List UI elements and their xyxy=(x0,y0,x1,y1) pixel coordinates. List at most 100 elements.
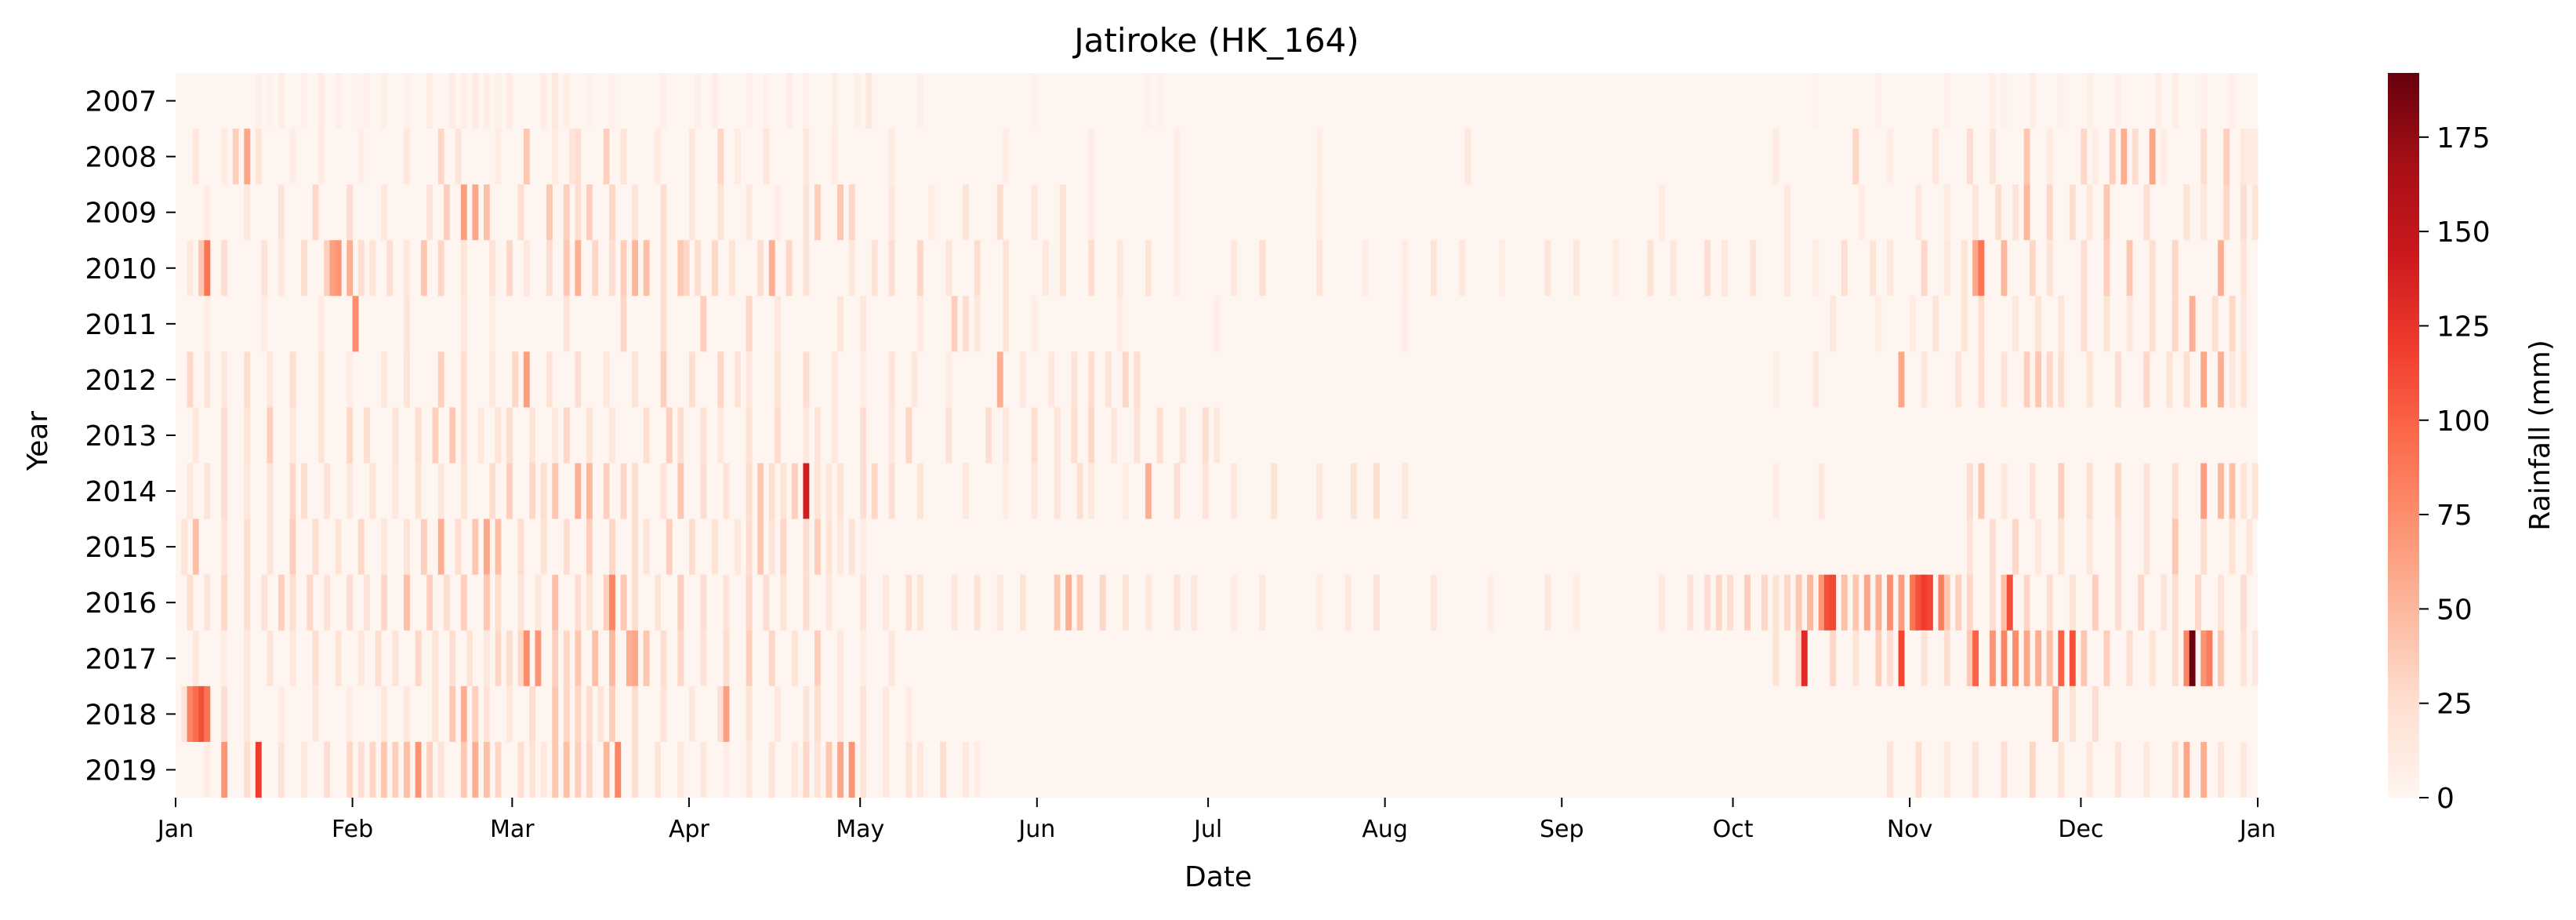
heatmap-cell xyxy=(324,741,331,798)
heatmap-cell xyxy=(2012,296,2019,352)
heatmap-cell xyxy=(996,574,1003,631)
heatmap-cell xyxy=(666,407,673,464)
heatmap-cell xyxy=(404,685,410,742)
heatmap-cell xyxy=(2240,296,2248,352)
heatmap-cell xyxy=(1573,574,1580,631)
heatmap-cell xyxy=(688,351,695,408)
heatmap-cell xyxy=(763,129,770,185)
heatmap-cell xyxy=(2161,574,2168,631)
heatmap-cell xyxy=(632,463,639,519)
heatmap-cell xyxy=(2143,184,2150,241)
heatmap-cell xyxy=(529,741,536,798)
heatmap-cell xyxy=(1704,240,1711,296)
heatmap-cell xyxy=(963,463,970,519)
heatmap-cell xyxy=(905,407,912,464)
heatmap-cell xyxy=(951,296,958,352)
y-tick-label: 2016 xyxy=(85,587,157,620)
heatmap-cell xyxy=(1972,184,1979,241)
heatmap-cell xyxy=(523,630,530,686)
heatmap-cell xyxy=(1351,463,1357,519)
heatmap-cell xyxy=(2035,296,2042,352)
heatmap-cell xyxy=(883,685,890,742)
heatmap-cell xyxy=(1910,574,1916,631)
heatmap-cell xyxy=(2058,296,2065,352)
heatmap-cell xyxy=(575,463,582,519)
heatmap-cell xyxy=(2200,741,2208,798)
heatmap-cell xyxy=(1134,407,1141,464)
heatmap-cell xyxy=(2058,351,2065,408)
heatmap-cell xyxy=(244,184,251,241)
y-tick-label: 2017 xyxy=(85,643,157,675)
heatmap-cell xyxy=(1122,351,1129,408)
heatmap-cell xyxy=(1430,574,1437,631)
heatmap-cell xyxy=(1003,463,1009,519)
heatmap-cell xyxy=(575,630,582,686)
heatmap-cell xyxy=(626,630,633,686)
heatmap-cell xyxy=(1915,741,1922,798)
heatmap-cell xyxy=(460,574,467,631)
heatmap-cell xyxy=(1938,574,1945,631)
heatmap-cell xyxy=(1259,574,1266,631)
heatmap-cell xyxy=(1202,463,1209,519)
heatmap-cell xyxy=(221,630,228,686)
heatmap-cell xyxy=(420,518,427,575)
heatmap-cell xyxy=(775,184,781,241)
heatmap-cell xyxy=(746,351,753,408)
heatmap-cell xyxy=(267,73,274,129)
heatmap-cell xyxy=(2251,184,2259,241)
heatmap-cell xyxy=(854,73,861,129)
heatmap-cell xyxy=(1687,574,1694,631)
heatmap-cell xyxy=(865,73,873,129)
heatmap-cell xyxy=(1887,129,1893,185)
heatmap-cell xyxy=(763,574,770,631)
heatmap-cell xyxy=(1761,574,1768,631)
heatmap-cell xyxy=(848,518,855,575)
heatmap-cell xyxy=(2046,240,2053,296)
heatmap-cell xyxy=(2246,518,2253,575)
heatmap-cell xyxy=(2171,741,2179,798)
heatmap-cell xyxy=(346,184,354,241)
x-tick-label: Jun xyxy=(1017,816,1055,843)
heatmap-cell xyxy=(1048,351,1055,408)
heatmap-cell xyxy=(2109,129,2116,185)
heatmap-cell xyxy=(192,407,199,464)
heatmap-cell xyxy=(660,73,667,129)
heatmap-cell xyxy=(335,518,342,575)
heatmap-cell xyxy=(204,574,211,631)
heatmap-cell xyxy=(483,518,490,575)
heatmap-cell xyxy=(2189,296,2196,352)
heatmap-cell xyxy=(495,407,502,464)
heatmap-cell xyxy=(2069,685,2076,742)
heatmap-cell xyxy=(221,574,228,631)
heatmap-cell xyxy=(278,685,285,742)
heatmap-cell xyxy=(1065,574,1072,631)
heatmap-cell xyxy=(1544,240,1551,296)
heatmap-cell xyxy=(860,407,867,464)
heatmap-cell xyxy=(615,741,622,798)
heatmap-cell xyxy=(261,296,268,352)
heatmap-cell xyxy=(449,685,456,742)
x-tick-label: Jul xyxy=(1192,816,1222,843)
heatmap-cell xyxy=(540,518,547,575)
heatmap-cell xyxy=(198,685,205,742)
heatmap-cell xyxy=(289,574,296,631)
heatmap-cells xyxy=(176,73,2259,798)
heatmap-cell xyxy=(2046,184,2053,241)
heatmap-cell xyxy=(357,518,365,575)
heatmap-cell xyxy=(1961,296,1968,352)
heatmap-cell xyxy=(437,351,444,408)
heatmap-cell xyxy=(803,129,810,185)
heatmap-cell xyxy=(609,574,615,631)
heatmap-cell xyxy=(643,407,650,464)
heatmap-cell xyxy=(552,463,559,519)
heatmap-cell xyxy=(825,741,833,798)
heatmap-cell xyxy=(1772,574,1780,631)
heatmap-cell xyxy=(317,296,325,352)
heatmap-cell xyxy=(996,184,1003,241)
heatmap-cell xyxy=(2092,685,2099,742)
heatmap-cell xyxy=(1932,296,1939,352)
heatmap-cell xyxy=(2086,518,2093,575)
heatmap-cell xyxy=(1863,574,1870,631)
heatmap-cell xyxy=(267,351,274,408)
heatmap-cell xyxy=(2171,463,2179,519)
